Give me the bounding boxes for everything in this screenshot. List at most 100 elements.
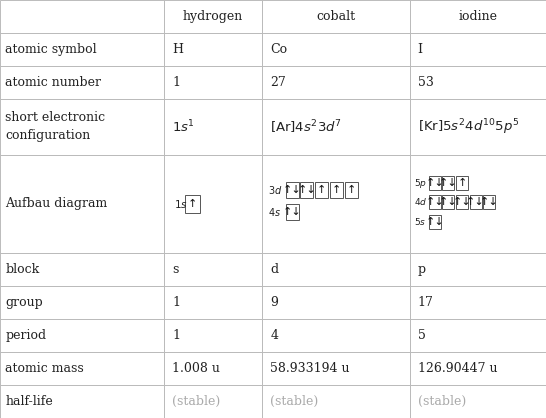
Bar [410, 253, 546, 286]
Text: ↑↓: ↑↓ [283, 207, 301, 217]
Text: $5p$: $5p$ [414, 176, 427, 189]
Bar [410, 286, 546, 319]
Text: ↑: ↑ [331, 185, 341, 195]
Text: $1s$: $1s$ [174, 198, 187, 210]
Text: 1: 1 [172, 76, 180, 89]
Bar [286, 182, 299, 198]
Bar [456, 176, 468, 190]
Text: $3d$: $3d$ [268, 184, 282, 196]
Text: ↑↓: ↑↓ [425, 178, 444, 188]
Text: ↑↓: ↑↓ [425, 217, 444, 227]
Bar [0, 352, 164, 385]
Bar [164, 319, 262, 352]
Bar [0, 155, 164, 253]
Text: $\mathrm{[Kr]}5s^{2}4d^{10}5p^{5}$: $\mathrm{[Kr]}5s^{2}4d^{10}5p^{5}$ [418, 117, 519, 137]
Text: atomic symbol: atomic symbol [5, 43, 97, 56]
Text: ↑↓: ↑↓ [439, 178, 458, 188]
Bar [262, 352, 410, 385]
Bar [262, 66, 410, 99]
Text: 5: 5 [418, 329, 425, 342]
Text: p: p [418, 263, 426, 276]
Bar [286, 204, 299, 220]
Text: ↑: ↑ [346, 185, 356, 195]
Bar [410, 319, 546, 352]
Text: hydrogen: hydrogen [183, 10, 243, 23]
Text: 1.008 u: 1.008 u [172, 362, 220, 375]
Text: ↑↓: ↑↓ [298, 185, 316, 195]
Bar [429, 176, 441, 190]
Text: H: H [172, 43, 183, 56]
Text: half-life: half-life [5, 395, 53, 408]
Bar [164, 0, 262, 33]
Text: 1: 1 [172, 296, 180, 309]
Text: 1: 1 [172, 329, 180, 342]
Bar [410, 99, 546, 155]
Text: atomic mass: atomic mass [5, 362, 84, 375]
Bar [262, 33, 410, 66]
Text: (stable): (stable) [172, 395, 220, 408]
Text: $5s$: $5s$ [414, 217, 426, 227]
Text: I: I [418, 43, 423, 56]
Bar [0, 33, 164, 66]
Text: d: d [270, 263, 278, 276]
Text: short electronic
configuration: short electronic configuration [5, 111, 105, 143]
Bar [345, 182, 358, 198]
Bar [164, 33, 262, 66]
Bar [470, 195, 482, 209]
Text: block: block [5, 263, 40, 276]
Text: period: period [5, 329, 46, 342]
Bar [164, 352, 262, 385]
Text: (stable): (stable) [418, 395, 466, 408]
Text: 17: 17 [418, 296, 434, 309]
Bar [483, 195, 495, 209]
Bar [410, 155, 546, 253]
Bar [164, 99, 262, 155]
Text: $4s$: $4s$ [268, 206, 281, 218]
Bar [410, 33, 546, 66]
Bar [300, 182, 313, 198]
Text: 126.90447 u: 126.90447 u [418, 362, 497, 375]
Text: ↑↓: ↑↓ [425, 197, 444, 207]
Text: 27: 27 [270, 76, 286, 89]
Bar [0, 99, 164, 155]
Bar [0, 253, 164, 286]
Text: group: group [5, 296, 43, 309]
Bar [429, 215, 441, 229]
Bar [164, 155, 262, 253]
Text: cobalt: cobalt [316, 10, 355, 23]
Bar [429, 195, 441, 209]
Bar [262, 286, 410, 319]
Text: $4d$: $4d$ [414, 196, 428, 207]
Bar [164, 286, 262, 319]
Bar [262, 385, 410, 418]
Bar [164, 385, 262, 418]
Text: ↑↓: ↑↓ [439, 197, 458, 207]
Text: $\mathrm{[Ar]}4s^{2}3d^{7}$: $\mathrm{[Ar]}4s^{2}3d^{7}$ [270, 118, 342, 135]
Bar [0, 0, 164, 33]
Text: ↑↓: ↑↓ [283, 185, 301, 195]
Bar [185, 195, 200, 213]
Bar [442, 195, 454, 209]
Text: ↑↓: ↑↓ [466, 197, 485, 207]
Text: ↑↓: ↑↓ [480, 197, 498, 207]
Bar [410, 0, 546, 33]
Text: 53: 53 [418, 76, 434, 89]
Bar [442, 176, 454, 190]
Bar [262, 319, 410, 352]
Text: ↑: ↑ [457, 178, 467, 188]
Text: $1s^1$: $1s^1$ [172, 119, 195, 135]
Text: atomic number: atomic number [5, 76, 102, 89]
Bar [262, 99, 410, 155]
Bar [0, 385, 164, 418]
Text: ↑: ↑ [317, 185, 327, 195]
Bar [315, 182, 328, 198]
Bar [0, 286, 164, 319]
Text: Co: Co [270, 43, 287, 56]
Text: (stable): (stable) [270, 395, 318, 408]
Text: 4: 4 [270, 329, 278, 342]
Bar [0, 66, 164, 99]
Bar [410, 385, 546, 418]
Text: 9: 9 [270, 296, 278, 309]
Text: Aufbau diagram: Aufbau diagram [5, 197, 108, 210]
Text: 58.933194 u: 58.933194 u [270, 362, 350, 375]
